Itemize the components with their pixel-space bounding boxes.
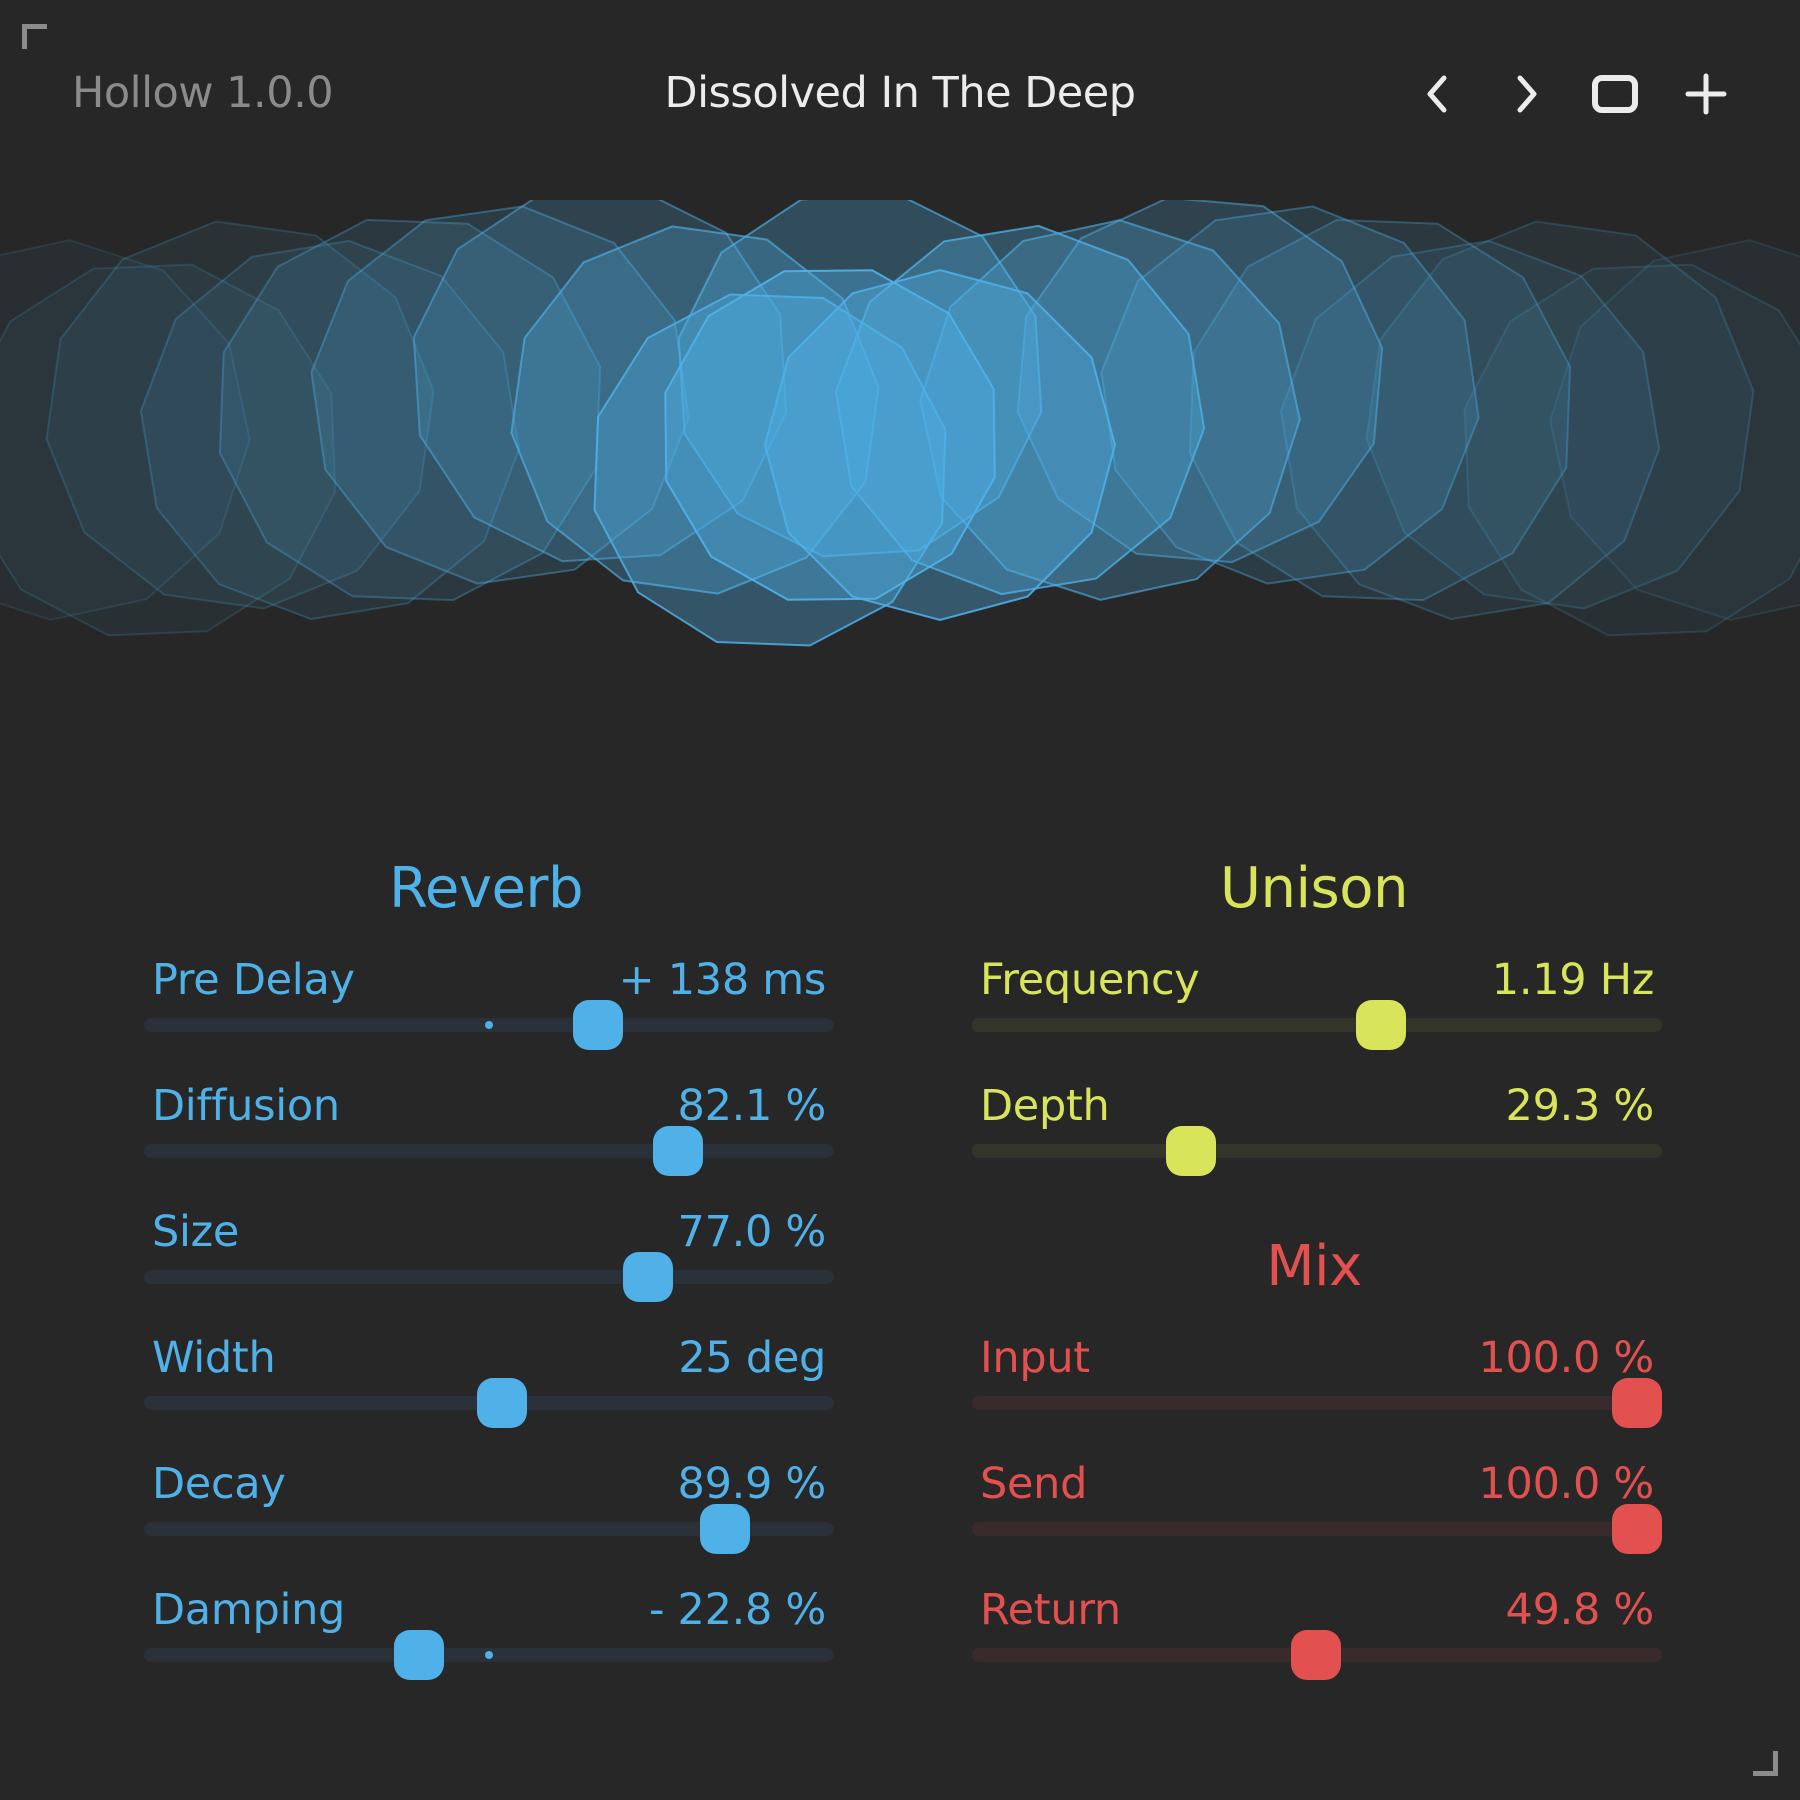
resize-corner-bottom-right[interactable] <box>1753 1751 1778 1776</box>
unison-section-title: Unison <box>1220 856 1408 921</box>
width-slider[interactable] <box>144 1378 834 1428</box>
diffusion-label: Diffusion <box>152 1081 340 1131</box>
visualizer-shape <box>763 268 1117 622</box>
param-input: Input 100.0 % <box>972 1333 1662 1443</box>
damping-slider-thumb[interactable] <box>393 1630 444 1680</box>
damping-slider[interactable] <box>144 1630 834 1680</box>
send-slider[interactable] <box>972 1504 1662 1554</box>
visualizer-shape <box>677 200 1043 558</box>
param-return: Return 49.8 % <box>972 1585 1662 1695</box>
send-label: Send <box>980 1459 1088 1509</box>
reverb-section-title: Reverb <box>388 856 584 921</box>
visualizer-shape <box>45 220 435 610</box>
diffusion-slider-thumb[interactable] <box>652 1126 703 1176</box>
param-width: Width 25 deg <box>144 1333 834 1443</box>
app-title: Hollow 1.0.0 <box>72 68 334 118</box>
return-value[interactable]: 49.8 % <box>1505 1585 1655 1635</box>
damping-label: Damping <box>152 1585 346 1635</box>
depth-slider-thumb[interactable] <box>1165 1126 1216 1176</box>
param-decay: Decay 89.9 % <box>144 1459 834 1569</box>
visualizer-shape <box>0 239 251 621</box>
next-preset-button[interactable] <box>1498 66 1554 122</box>
pre-delay-slider-thumb[interactable] <box>572 1000 623 1050</box>
input-slider[interactable] <box>972 1378 1662 1428</box>
preset-name[interactable]: Dissolved In The Deep <box>664 68 1136 118</box>
param-damping: Damping - 22.8 % <box>144 1585 834 1695</box>
input-label: Input <box>980 1333 1090 1383</box>
input-value[interactable]: 100.0 % <box>1478 1333 1654 1383</box>
visualizer-shape <box>0 263 337 637</box>
chevron-right-icon <box>1517 75 1537 113</box>
visualizer-shape <box>664 269 996 601</box>
visualizer-shape <box>1365 220 1755 610</box>
visualizer-shape <box>593 293 947 647</box>
reverb-visualizer <box>0 200 1800 647</box>
param-pre-delay: Pre Delay + 138 ms <box>144 955 834 1065</box>
resize-corner-top-left <box>22 24 47 49</box>
add-preset-button[interactable] <box>1678 66 1734 122</box>
visualizer-shape <box>1100 205 1480 585</box>
damping-center-marker <box>485 1651 493 1659</box>
visualizer-shape <box>1463 263 1800 637</box>
size-label: Size <box>152 1207 240 1257</box>
square-icon <box>1592 75 1638 113</box>
width-value[interactable]: 25 deg <box>678 1333 826 1383</box>
pre-delay-label: Pre Delay <box>152 955 355 1005</box>
decay-slider[interactable] <box>144 1504 834 1554</box>
frequency-value[interactable]: 1.19 Hz <box>1491 955 1655 1005</box>
pre-delay-value[interactable]: + 138 ms <box>618 955 827 1005</box>
visualizer-shape <box>218 218 602 602</box>
chevron-left-icon <box>1427 75 1447 113</box>
pre-delay-slider[interactable] <box>144 1000 834 1050</box>
depth-slider[interactable] <box>972 1126 1662 1176</box>
depth-label: Depth <box>980 1081 1110 1131</box>
frequency-slider[interactable] <box>972 1000 1662 1050</box>
mix-section-title: Mix <box>1266 1234 1362 1299</box>
diffusion-value[interactable]: 82.1 % <box>677 1081 827 1131</box>
param-send: Send 100.0 % <box>972 1459 1662 1569</box>
visualizer-shape <box>1188 218 1572 602</box>
frequency-slider-thumb[interactable] <box>1356 1000 1406 1050</box>
width-label: Width <box>152 1333 276 1383</box>
pre-delay-center-marker <box>485 1021 493 1029</box>
size-slider-thumb[interactable] <box>622 1252 673 1302</box>
return-slider-thumb[interactable] <box>1290 1630 1341 1680</box>
size-slider[interactable] <box>144 1252 834 1302</box>
input-slider-thumb[interactable] <box>1612 1378 1662 1428</box>
param-size: Size 77.0 % <box>144 1207 834 1317</box>
plus-icon <box>1685 73 1727 115</box>
decay-label: Decay <box>152 1459 286 1509</box>
frequency-label: Frequency <box>980 955 1200 1005</box>
visualizer-shape <box>510 225 880 595</box>
decay-slider-thumb[interactable] <box>699 1504 750 1554</box>
send-value[interactable]: 100.0 % <box>1478 1459 1654 1509</box>
visualizer-shape <box>834 224 1206 596</box>
visualizer-shape <box>1279 239 1661 621</box>
visualizer-shape <box>412 200 788 563</box>
visualizer-shape <box>1549 239 1800 621</box>
damping-value[interactable]: - 22.8 % <box>648 1585 826 1635</box>
window-button[interactable] <box>1588 66 1644 122</box>
param-diffusion: Diffusion 82.1 % <box>144 1081 834 1191</box>
param-frequency: Frequency 1.19 Hz <box>972 955 1662 1065</box>
decay-value[interactable]: 89.9 % <box>677 1459 827 1509</box>
depth-value[interactable]: 29.3 % <box>1505 1081 1655 1131</box>
size-value[interactable]: 77.0 % <box>677 1207 827 1257</box>
width-slider-thumb[interactable] <box>476 1378 527 1428</box>
visualizer-shape <box>919 219 1301 601</box>
visualizer-shape <box>139 239 521 621</box>
return-label: Return <box>980 1585 1121 1635</box>
return-slider[interactable] <box>972 1630 1662 1680</box>
send-slider-thumb[interactable] <box>1612 1504 1662 1554</box>
diffusion-slider[interactable] <box>144 1126 834 1176</box>
param-depth: Depth 29.3 % <box>972 1081 1662 1191</box>
prev-preset-button[interactable] <box>1410 66 1466 122</box>
